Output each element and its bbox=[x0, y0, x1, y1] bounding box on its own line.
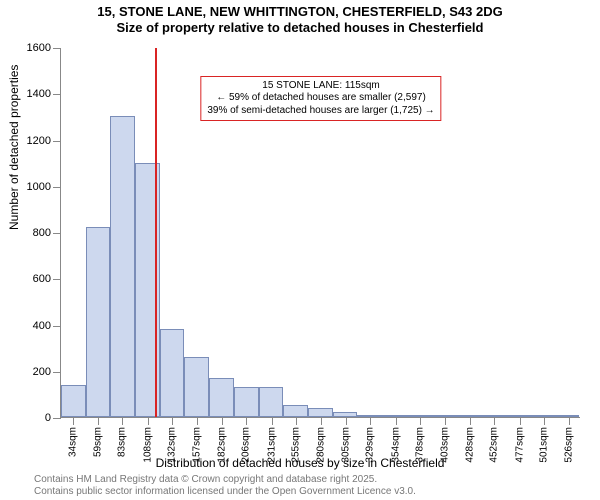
x-tick bbox=[148, 417, 149, 425]
histogram-bar bbox=[555, 415, 580, 417]
x-tick bbox=[445, 417, 446, 425]
title-line-2: Size of property relative to detached ho… bbox=[0, 20, 600, 36]
histogram-bar bbox=[110, 116, 135, 417]
x-tick-label: 34sqm bbox=[68, 427, 79, 457]
histogram-bar bbox=[530, 415, 555, 417]
y-tick-label: 1400 bbox=[27, 88, 51, 100]
x-tick bbox=[370, 417, 371, 425]
x-tick bbox=[544, 417, 545, 425]
x-tick bbox=[272, 417, 273, 425]
plot-inner: 0200400600800100012001400160034sqm59sqm8… bbox=[60, 48, 580, 418]
x-tick bbox=[246, 417, 247, 425]
histogram-bar bbox=[505, 415, 530, 417]
x-tick bbox=[420, 417, 421, 425]
y-tick-label: 1200 bbox=[27, 135, 51, 147]
x-tick bbox=[396, 417, 397, 425]
y-tick-label: 0 bbox=[45, 412, 51, 424]
histogram-bar bbox=[234, 387, 259, 417]
histogram-bar bbox=[382, 415, 407, 417]
histogram-bar bbox=[333, 412, 358, 417]
x-tick bbox=[73, 417, 74, 425]
y-tick bbox=[53, 372, 61, 373]
y-tick-label: 400 bbox=[33, 320, 51, 332]
x-tick bbox=[569, 417, 570, 425]
x-tick bbox=[321, 417, 322, 425]
histogram-bar bbox=[259, 387, 284, 417]
x-tick-label: 59sqm bbox=[93, 427, 104, 457]
x-tick bbox=[470, 417, 471, 425]
x-tick bbox=[222, 417, 223, 425]
x-tick bbox=[98, 417, 99, 425]
histogram-bar bbox=[308, 408, 333, 417]
histogram-bar bbox=[431, 415, 456, 417]
annotation-line: ← 59% of detached houses are smaller (2,… bbox=[207, 92, 434, 105]
reference-line bbox=[155, 48, 157, 417]
histogram-bar bbox=[61, 385, 86, 417]
x-tick bbox=[520, 417, 521, 425]
y-tick bbox=[53, 418, 61, 419]
x-tick bbox=[346, 417, 347, 425]
y-tick-label: 200 bbox=[33, 366, 51, 378]
x-axis-label: Distribution of detached houses by size … bbox=[0, 456, 600, 470]
x-tick bbox=[197, 417, 198, 425]
annotation-line: 39% of semi-detached houses are larger (… bbox=[207, 105, 434, 118]
footer-attribution: Contains HM Land Registry data © Crown c… bbox=[34, 474, 416, 498]
y-tick bbox=[53, 279, 61, 280]
y-tick bbox=[53, 141, 61, 142]
y-tick bbox=[53, 94, 61, 95]
y-axis-label: Number of detached properties bbox=[7, 65, 21, 230]
y-tick bbox=[53, 48, 61, 49]
x-tick bbox=[494, 417, 495, 425]
y-tick-label: 1600 bbox=[27, 42, 51, 54]
y-tick-label: 1000 bbox=[27, 181, 51, 193]
histogram-bar bbox=[283, 405, 308, 417]
y-tick bbox=[53, 233, 61, 234]
y-tick bbox=[53, 326, 61, 327]
annotation-line: 15 STONE LANE: 115sqm bbox=[207, 80, 434, 93]
histogram-bar bbox=[86, 227, 111, 417]
x-tick bbox=[172, 417, 173, 425]
annotation-box: 15 STONE LANE: 115sqm← 59% of detached h… bbox=[200, 76, 441, 122]
y-tick bbox=[53, 187, 61, 188]
histogram-bar bbox=[184, 357, 209, 417]
histogram-bar bbox=[456, 415, 481, 417]
chart-container: 15, STONE LANE, NEW WHITTINGTON, CHESTER… bbox=[0, 0, 600, 500]
chart-titles: 15, STONE LANE, NEW WHITTINGTON, CHESTER… bbox=[0, 0, 600, 37]
plot-area: 0200400600800100012001400160034sqm59sqm8… bbox=[60, 48, 580, 418]
histogram-bar bbox=[481, 415, 506, 417]
histogram-bar bbox=[209, 378, 234, 417]
histogram-bar bbox=[160, 329, 185, 417]
y-tick-label: 800 bbox=[33, 227, 51, 239]
title-line-1: 15, STONE LANE, NEW WHITTINGTON, CHESTER… bbox=[0, 4, 600, 20]
y-tick-label: 600 bbox=[33, 273, 51, 285]
x-tick bbox=[122, 417, 123, 425]
footer-line-2: Contains public sector information licen… bbox=[34, 486, 416, 498]
x-tick bbox=[296, 417, 297, 425]
footer-line-1: Contains HM Land Registry data © Crown c… bbox=[34, 474, 416, 486]
x-tick-label: 83sqm bbox=[117, 427, 128, 457]
